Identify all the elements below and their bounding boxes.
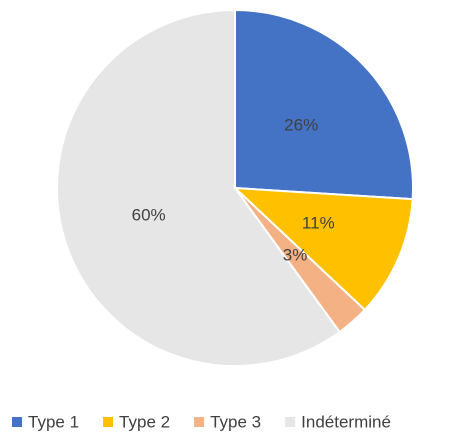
data-label: 11% (302, 214, 335, 233)
data-label: 3% (283, 246, 308, 265)
legend-label: Indéterminé (301, 412, 391, 431)
legend-label: Type 3 (210, 412, 261, 431)
pie-slice (232, 186, 414, 312)
data-label: 26% (284, 115, 318, 134)
pie-slice (234, 8, 414, 201)
data-label: 60% (132, 206, 166, 225)
pie-slice (56, 8, 342, 367)
legend-swatch (12, 417, 22, 427)
legend-label: Type 2 (119, 412, 170, 431)
legend-swatch (194, 417, 205, 427)
legend-swatch (285, 417, 296, 427)
legend-label: Type 1 (28, 412, 79, 431)
legend-swatch (103, 417, 114, 427)
